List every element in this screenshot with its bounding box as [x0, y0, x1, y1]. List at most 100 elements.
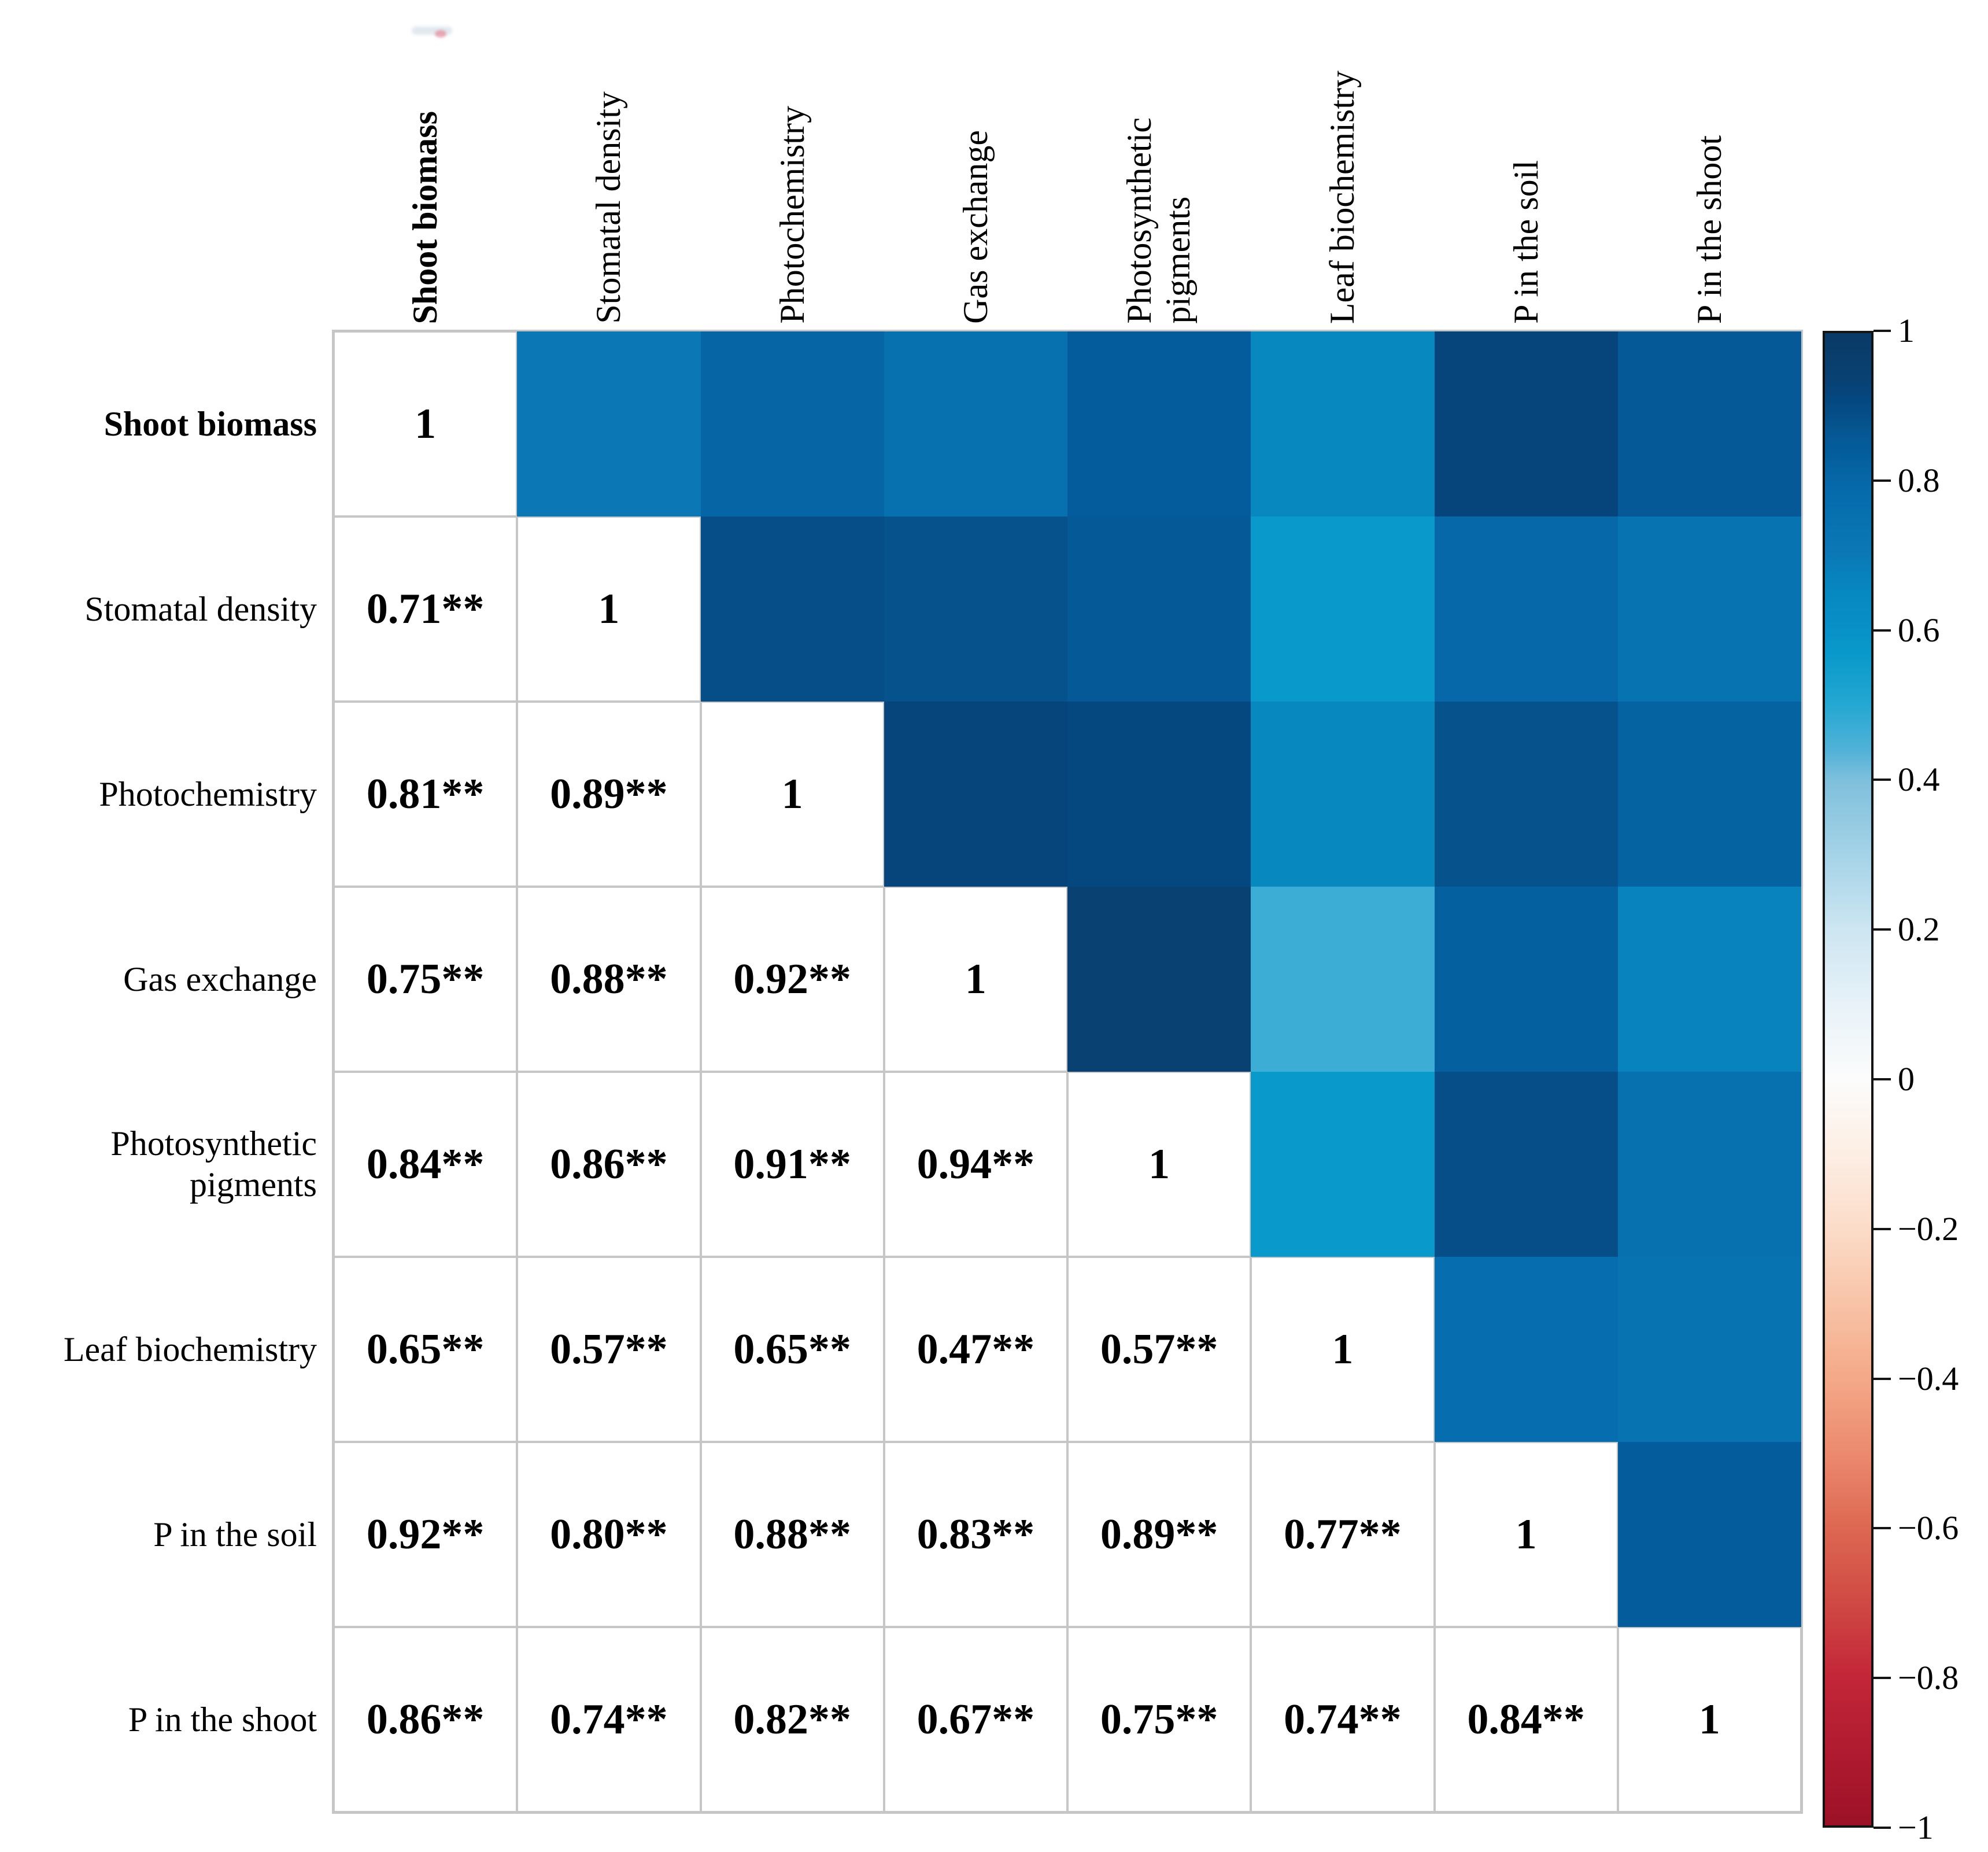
correlation-matrix-grid: 1 0.71** 1 0.81** 0.89** 1 0.75** 0.88** 0.92** 1…: [332, 330, 1803, 1814]
correlation-value: 0.67**: [917, 1696, 1035, 1743]
row-label-stomatal-density: Stomatal density: [84, 589, 317, 628]
row-label-leaf-biochemistry: Leaf biochemistry: [63, 1330, 317, 1368]
scan-artifact-red-dot: [435, 30, 446, 38]
correlation-value: 0.89**: [1100, 1511, 1218, 1558]
matrix-cell-value: 0.65**: [700, 1257, 884, 1442]
correlation-value: 1: [598, 585, 620, 633]
colorbar-tick-label: −0.4: [1898, 1359, 1959, 1397]
colorbar-tick: [1874, 1527, 1891, 1530]
correlation-value: 0.77**: [1284, 1511, 1402, 1558]
colorbar-tick-label: 0.8: [1898, 461, 1940, 499]
matrix-cell-colored: [517, 331, 701, 517]
colorbar-tick-label: 0.2: [1898, 910, 1940, 949]
matrix-cell-value: 0.89**: [517, 702, 701, 887]
correlation-value: 0.57**: [1100, 1326, 1218, 1373]
correlation-value: 0.75**: [366, 955, 485, 1003]
correlation-value: 1: [781, 770, 803, 818]
colorbar-tick: [1874, 779, 1891, 781]
correlation-value: 0.86**: [366, 1696, 485, 1743]
colorbar-tick: [1874, 1227, 1891, 1230]
matrix-cell-value: 0.80**: [517, 1442, 701, 1627]
colorbar-tick: [1874, 629, 1891, 632]
matrix-cell-colored: [1067, 517, 1251, 702]
correlation-value: 0.86**: [550, 1141, 668, 1188]
colorbar-tick: [1874, 1078, 1891, 1080]
col-header-leaf-biochemistry: Leaf biochemistry: [1251, 0, 1434, 324]
colorbar-tick-label: −0.2: [1898, 1209, 1959, 1248]
correlation-value: 0.92**: [733, 955, 851, 1003]
colorbar-tick-label: −0.8: [1898, 1659, 1959, 1697]
correlation-value: 0.83**: [917, 1511, 1035, 1558]
matrix-cell-value: 0.94**: [884, 1072, 1067, 1257]
matrix-cell-colored: [884, 331, 1067, 517]
correlation-value: 0.57**: [550, 1326, 668, 1373]
correlation-value: 0.47**: [917, 1326, 1035, 1373]
col-header-text: Leaf biochemistry: [1323, 70, 1362, 324]
correlation-value: 1: [1515, 1511, 1537, 1558]
row-label-p-in-the-soil: P in the soil: [153, 1515, 317, 1554]
matrix-cell-value: 0.71**: [334, 517, 518, 702]
correlation-value: 0.81**: [366, 770, 485, 818]
matrix-cell-diagonal: 1: [1617, 1627, 1801, 1812]
correlation-value: 0.65**: [733, 1326, 851, 1373]
matrix-cell-colored: [1434, 1072, 1618, 1257]
matrix-cell-colored: [700, 331, 884, 517]
correlation-value: 1: [415, 400, 437, 448]
matrix-cell-value: 0.65**: [334, 1257, 518, 1442]
correlation-value: 0.88**: [550, 955, 668, 1003]
matrix-cell-value: 0.74**: [1251, 1627, 1435, 1812]
matrix-cell-colored: [884, 702, 1067, 887]
matrix-cell-value: 0.75**: [334, 887, 518, 1072]
matrix-cell-value: 0.83**: [884, 1442, 1067, 1627]
matrix-cell-value: 0.88**: [517, 887, 701, 1072]
matrix-cell-value: 0.92**: [334, 1442, 518, 1627]
colorbar-tick: [1874, 1677, 1891, 1680]
col-header-gas-exchange: Gas exchange: [884, 0, 1067, 324]
colorbar-tick: [1874, 1827, 1891, 1829]
colorbar-tick-label: 0.4: [1898, 761, 1940, 799]
matrix-cell-value: 0.88**: [700, 1442, 884, 1627]
matrix-cell-colored: [1067, 331, 1251, 517]
matrix-cell-value: 0.57**: [1067, 1257, 1251, 1442]
correlation-value: 0.82**: [733, 1696, 851, 1743]
matrix-cell-colored: [1617, 331, 1801, 517]
matrix-cell-value: 0.81**: [334, 702, 518, 887]
matrix-cell-diagonal: 1: [700, 702, 884, 887]
colorbar-tick-label: −0.6: [1898, 1509, 1959, 1547]
matrix-cell-colored: [1251, 1072, 1435, 1257]
matrix-cell-value: 0.75**: [1067, 1627, 1251, 1812]
correlation-value: 0.71**: [366, 585, 485, 633]
matrix-cell-diagonal: 1: [1067, 1072, 1251, 1257]
correlation-value: 1: [1332, 1326, 1354, 1373]
matrix-cell-colored: [1251, 702, 1435, 887]
correlation-value: 0.92**: [366, 1511, 485, 1558]
matrix-cell-colored: [1067, 887, 1251, 1072]
correlation-value: 0.84**: [366, 1141, 485, 1188]
matrix-cell-value: 0.91**: [700, 1072, 884, 1257]
matrix-cell-colored: [1617, 1072, 1801, 1257]
matrix-cell-colored: [1434, 702, 1618, 887]
row-label-gas-exchange: Gas exchange: [123, 960, 317, 998]
matrix-cell-value: 0.86**: [517, 1072, 701, 1257]
correlation-value: 0.94**: [917, 1141, 1035, 1188]
correlation-value: 0.75**: [1100, 1696, 1218, 1743]
correlation-value: 0.65**: [366, 1326, 485, 1373]
matrix-cell-value: 0.57**: [517, 1257, 701, 1442]
matrix-cell-diagonal: 1: [517, 517, 701, 702]
matrix-cell-colored: [1067, 702, 1251, 887]
matrix-cell-colored: [1617, 1257, 1801, 1442]
matrix-cell-diagonal: 1: [1251, 1257, 1435, 1442]
matrix-cell-value: 0.84**: [334, 1072, 518, 1257]
matrix-cell-value: 0.74**: [517, 1627, 701, 1812]
col-header-text: Gas exchange: [956, 130, 995, 324]
colorbar-tick-label: 1: [1898, 312, 1915, 349]
colorbar-tick: [1874, 330, 1891, 332]
correlation-value: 1: [1148, 1141, 1170, 1188]
matrix-cell-colored: [1434, 887, 1618, 1072]
matrix-cell-diagonal: 1: [1434, 1442, 1618, 1627]
correlation-value: 0.80**: [550, 1511, 668, 1558]
colorbar-tick: [1874, 479, 1891, 482]
correlation-value: 0.84**: [1467, 1696, 1585, 1743]
matrix-cell-colored: [1617, 1442, 1801, 1627]
